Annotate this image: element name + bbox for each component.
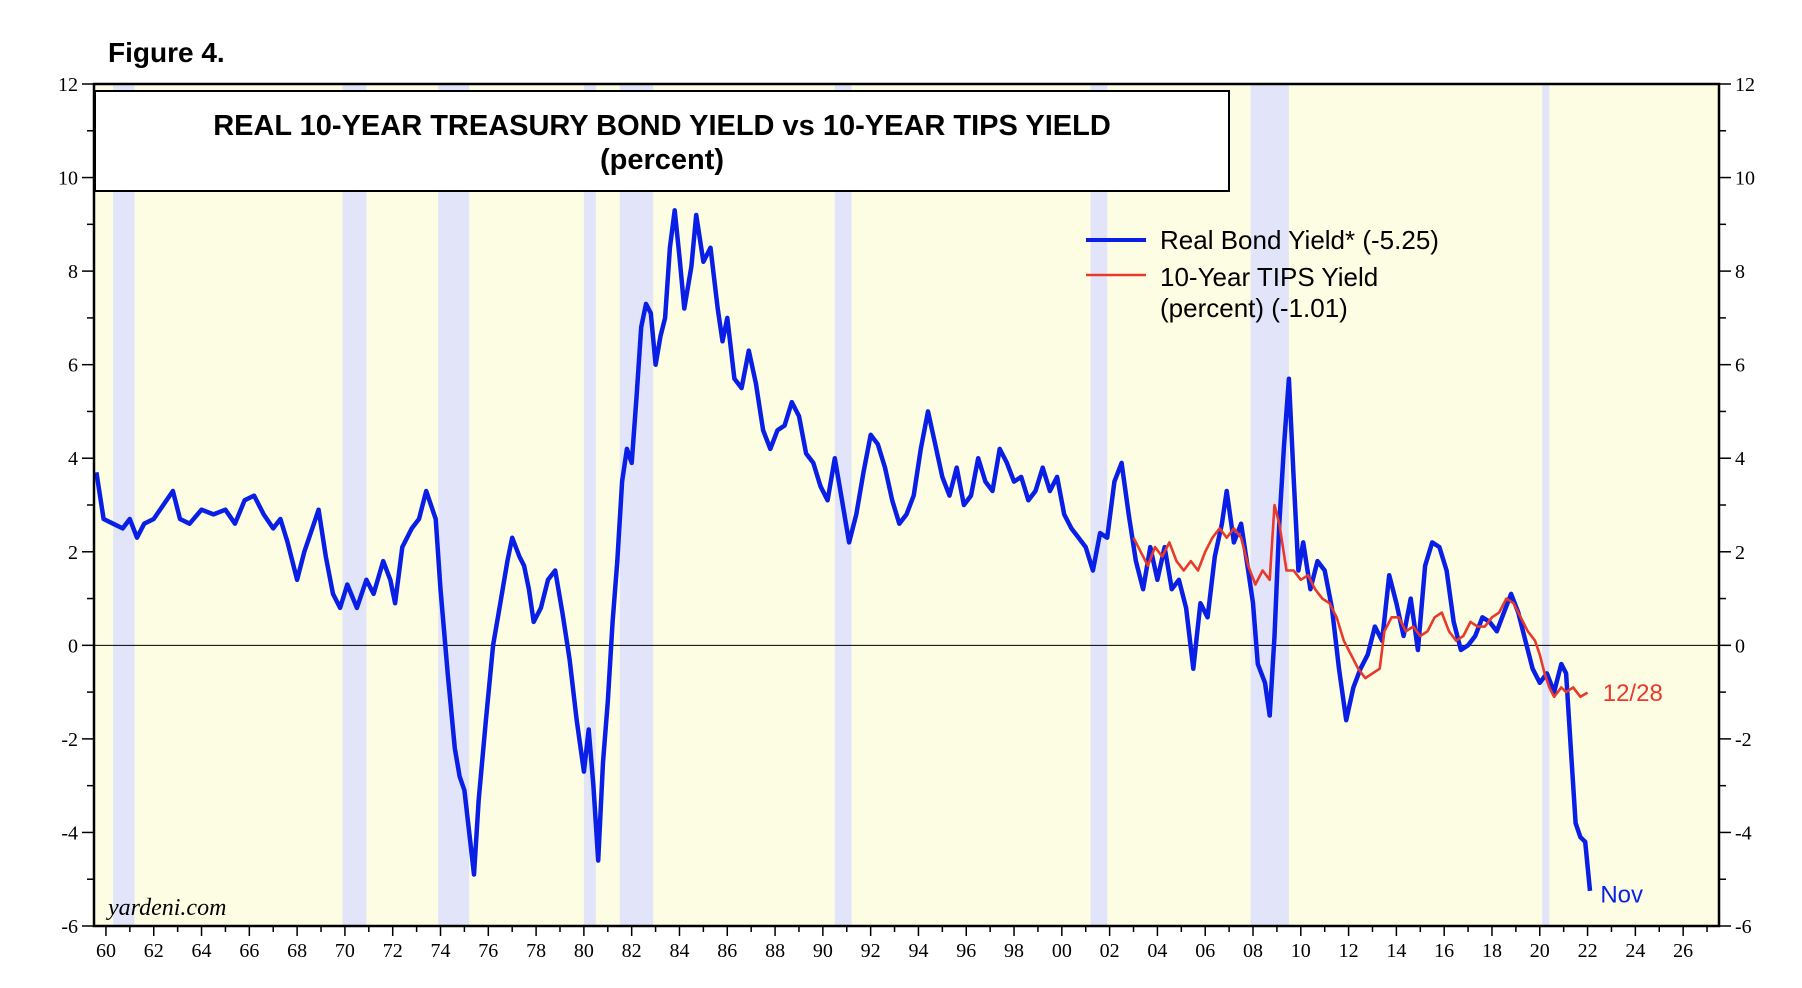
y-tick-label-left: 10 bbox=[58, 168, 78, 190]
y-axis-left: -6 -4 -2 0 2 4 6 8 10 12 bbox=[58, 74, 94, 938]
x-tick-label: 08 bbox=[1243, 940, 1263, 962]
x-tick-label: 96 bbox=[956, 940, 976, 962]
y-tick-label-right: 4 bbox=[1735, 448, 1745, 470]
x-tick-label: 00 bbox=[1052, 940, 1072, 962]
x-tick-label: 68 bbox=[287, 940, 307, 962]
x-tick-label: 86 bbox=[717, 940, 737, 962]
x-tick-label: 12 bbox=[1339, 940, 1359, 962]
figure-label: Figure 4. bbox=[108, 37, 225, 68]
x-tick-label: 92 bbox=[861, 940, 881, 962]
y-tick-label-right: 2 bbox=[1735, 542, 1745, 564]
y-axis-right: -6 -4 -2 0 2 4 6 8 10 12 bbox=[1719, 74, 1755, 938]
x-tick-label: 62 bbox=[144, 940, 164, 962]
x-tick-label: 20 bbox=[1530, 940, 1550, 962]
y-tick-label-right: 10 bbox=[1735, 168, 1755, 190]
y-tick-label-right: 8 bbox=[1735, 261, 1745, 283]
y-tick-label-right: -6 bbox=[1735, 916, 1752, 938]
legend-label-tips: 10-Year TIPS Yield (percent) (-1.01) bbox=[1160, 262, 1386, 323]
recession-band bbox=[583, 84, 596, 926]
x-tick-label: 04 bbox=[1147, 940, 1167, 962]
x-tick-label: 76 bbox=[478, 940, 498, 962]
y-tick-label-left: -6 bbox=[61, 916, 78, 938]
x-tick-label: 16 bbox=[1434, 940, 1454, 962]
chart-title: REAL 10-YEAR TREASURY BOND YIELD vs 10-Y… bbox=[213, 110, 1111, 142]
legend-label-real-bond: Real Bond Yield* (-5.25) bbox=[1160, 225, 1439, 255]
y-tick-label-right: -2 bbox=[1735, 729, 1752, 751]
recession-bands bbox=[113, 84, 1550, 926]
y-tick-label-right: 12 bbox=[1735, 74, 1755, 96]
x-tick-label: 94 bbox=[908, 940, 928, 962]
source-label: yardeni.com bbox=[106, 895, 226, 921]
y-tick-label-right: 6 bbox=[1735, 355, 1745, 377]
y-tick-label-left: 2 bbox=[68, 542, 78, 564]
legend-label-tips-line1: 10-Year TIPS Yield bbox=[1160, 262, 1378, 292]
x-tick-label: 84 bbox=[669, 940, 689, 962]
recession-band bbox=[342, 84, 367, 926]
annotation-label: 12/28 bbox=[1603, 680, 1663, 707]
legend: Real Bond Yield* (-5.25) 10-Year TIPS Yi… bbox=[1086, 225, 1439, 323]
x-tick-label: 14 bbox=[1386, 940, 1406, 962]
x-tick-label: 80 bbox=[574, 940, 594, 962]
x-tick-label: 06 bbox=[1195, 940, 1215, 962]
recession-band bbox=[619, 84, 654, 926]
x-axis: 60 62 64 66 68 70 72 74 76 78 80 82 84 86 88 90 92 94 96 98… bbox=[96, 926, 1708, 962]
y-tick-label-left: 4 bbox=[68, 448, 78, 470]
x-tick-label: 88 bbox=[765, 940, 785, 962]
x-tick-label: 82 bbox=[622, 940, 642, 962]
y-tick-label-right: -4 bbox=[1735, 822, 1752, 844]
x-tick-label: 18 bbox=[1482, 940, 1502, 962]
x-tick-label: 22 bbox=[1578, 940, 1598, 962]
y-tick-label-left: 12 bbox=[58, 74, 78, 96]
y-tick-label-left: -2 bbox=[61, 729, 78, 751]
recession-band bbox=[113, 84, 135, 926]
series-line-tips-yield bbox=[1132, 503, 1589, 699]
x-tick-label: 78 bbox=[526, 940, 546, 962]
y-tick-label-left: 6 bbox=[68, 355, 78, 377]
x-tick-label: 74 bbox=[431, 940, 451, 962]
series-lines bbox=[94, 208, 1593, 892]
recession-band bbox=[1090, 84, 1108, 926]
x-tick-label: 72 bbox=[383, 940, 403, 962]
x-tick-label: 02 bbox=[1100, 940, 1120, 962]
y-tick-label-right: 0 bbox=[1735, 635, 1745, 657]
x-tick-label: 90 bbox=[813, 940, 833, 962]
y-tick-label-left: 0 bbox=[68, 635, 78, 657]
legend-label-tips-line2: (percent) (-1.01) bbox=[1160, 293, 1348, 323]
x-tick-label: 70 bbox=[335, 940, 355, 962]
x-tick-label: 26 bbox=[1673, 940, 1693, 962]
recession-band bbox=[1542, 84, 1550, 926]
y-tick-label-left: 8 bbox=[68, 261, 78, 283]
series-line-real-bond-yield bbox=[94, 208, 1593, 892]
x-tick-label: 64 bbox=[192, 940, 212, 962]
x-tick-label: 24 bbox=[1625, 940, 1645, 962]
annotation-label: Nov bbox=[1600, 881, 1643, 908]
y-tick-label-left: -4 bbox=[61, 822, 78, 844]
chart-subtitle: (percent) bbox=[600, 144, 724, 176]
plot-area bbox=[94, 84, 1719, 926]
title-box bbox=[94, 90, 1230, 192]
recession-band bbox=[1250, 84, 1289, 926]
x-tick-label: 10 bbox=[1291, 940, 1311, 962]
annotations: 12/28 Nov bbox=[1600, 680, 1662, 908]
x-tick-label: 60 bbox=[96, 940, 116, 962]
x-tick-label: 66 bbox=[239, 940, 259, 962]
x-tick-label: 98 bbox=[1004, 940, 1024, 962]
